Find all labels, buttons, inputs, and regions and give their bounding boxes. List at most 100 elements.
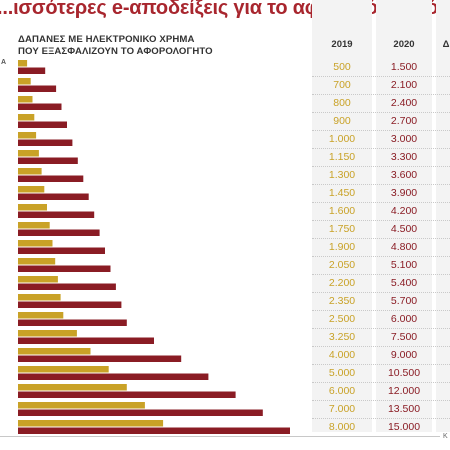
row-separator xyxy=(312,418,450,419)
bar-2019-14 xyxy=(18,294,61,301)
value-2019-16: 3.250 xyxy=(328,331,356,343)
bar-2020-1 xyxy=(18,67,46,74)
bar-2019-8 xyxy=(18,186,45,193)
bar-2020-7 xyxy=(18,175,84,182)
value-2020-9: 4.200 xyxy=(390,205,418,217)
bar-2019-17 xyxy=(18,348,91,355)
column-header-2019: 2019 xyxy=(331,39,353,50)
bar-2020-3 xyxy=(18,103,62,110)
value-2019-6: 1.150 xyxy=(328,151,356,163)
value-2020-6: 3.300 xyxy=(390,151,418,163)
bar-2019-16 xyxy=(18,330,77,337)
footer-rule xyxy=(0,436,440,437)
bar-2020-11 xyxy=(18,247,105,254)
column-bg-3 xyxy=(436,0,450,432)
edge-letter: Α xyxy=(1,59,7,66)
bar-2019-4 xyxy=(18,114,35,121)
value-2019-9: 1.600 xyxy=(328,205,356,217)
value-2020-16: 7.500 xyxy=(390,331,418,343)
column-header-3: Δ xyxy=(442,39,450,50)
value-2020-13: 5.400 xyxy=(390,277,418,289)
value-2019-14: 2.350 xyxy=(328,295,356,307)
value-2019-3: 800 xyxy=(333,97,351,109)
bar-2020-2 xyxy=(18,85,57,92)
bar-2019-15 xyxy=(18,312,64,319)
row-separator xyxy=(312,238,450,239)
bar-2019-11 xyxy=(18,240,53,247)
value-2020-2: 2.100 xyxy=(390,79,418,91)
bar-2020-4 xyxy=(18,121,67,128)
bar-2019-7 xyxy=(18,168,42,175)
bar-2019-10 xyxy=(18,222,50,229)
value-2020-18: 10.500 xyxy=(387,367,421,379)
value-2019-13: 2.200 xyxy=(328,277,356,289)
value-2020-15: 6.000 xyxy=(390,313,418,325)
value-2019-19: 6.000 xyxy=(328,385,356,397)
value-2019-2: 700 xyxy=(333,79,351,91)
value-2019-8: 1.450 xyxy=(328,187,356,199)
value-2020-4: 2.700 xyxy=(390,115,418,127)
bar-2019-1 xyxy=(18,60,28,67)
row-separator xyxy=(312,310,450,311)
bar-2020-15 xyxy=(18,319,127,326)
value-2020-19: 12.000 xyxy=(387,385,421,397)
value-2019-21: 8.000 xyxy=(328,421,356,433)
value-2020-20: 13.500 xyxy=(387,403,421,415)
value-2020-14: 5.700 xyxy=(390,295,418,307)
bar-2019-6 xyxy=(18,150,39,157)
bar-2019-21 xyxy=(18,420,164,427)
bar-2019-19 xyxy=(18,384,127,391)
value-2020-21: 15.000 xyxy=(387,421,421,433)
row-separator xyxy=(312,184,450,185)
column-bg-2019 xyxy=(312,0,372,432)
row-separator xyxy=(312,112,450,113)
bar-2020-17 xyxy=(18,355,182,362)
value-2019-12: 2.050 xyxy=(328,259,356,271)
bar-2019-20 xyxy=(18,402,145,409)
value-2020-7: 3.600 xyxy=(390,169,418,181)
bar-2020-8 xyxy=(18,193,89,200)
bar-2020-21 xyxy=(18,427,290,434)
value-2019-4: 900 xyxy=(333,115,351,127)
value-2020-1: 1.500 xyxy=(390,61,418,73)
bar-2019-18 xyxy=(18,366,109,373)
subtitle-line-2: ΠΟΥ ΕΞΑΣΦΑΛΙΖΟΥΝ ΤΟ ΑΦΟΡΟΛΟΓΗΤΟ xyxy=(18,45,213,57)
bar-2020-18 xyxy=(18,373,209,380)
value-2019-11: 1.900 xyxy=(328,241,356,253)
footer-mark: Κ xyxy=(443,433,448,440)
bar-2019-3 xyxy=(18,96,33,103)
column-bg-2020 xyxy=(376,0,432,432)
value-2019-1: 500 xyxy=(333,61,351,73)
row-separator xyxy=(312,364,450,365)
value-2019-15: 2.500 xyxy=(328,313,356,325)
row-separator xyxy=(312,202,450,203)
bar-2020-5 xyxy=(18,139,73,146)
bar-2019-9 xyxy=(18,204,47,211)
row-separator xyxy=(312,94,450,95)
value-2020-11: 4.800 xyxy=(390,241,418,253)
value-2020-17: 9.000 xyxy=(390,349,418,361)
bar-2019-5 xyxy=(18,132,37,139)
row-separator xyxy=(312,292,450,293)
row-separator xyxy=(312,130,450,131)
row-separator xyxy=(312,382,450,383)
bar-2020-20 xyxy=(18,409,263,416)
bar-2020-16 xyxy=(18,337,154,344)
value-2020-12: 5.100 xyxy=(390,259,418,271)
bar-2020-9 xyxy=(18,211,95,218)
row-separator xyxy=(312,76,450,77)
bar-2020-13 xyxy=(18,283,116,290)
bar-2020-10 xyxy=(18,229,100,236)
value-2019-20: 7.000 xyxy=(328,403,356,415)
column-header-2020: 2020 xyxy=(393,39,415,50)
row-separator xyxy=(312,256,450,257)
row-separator xyxy=(312,346,450,347)
value-2019-7: 1.300 xyxy=(328,169,356,181)
value-2019-17: 4.000 xyxy=(328,349,356,361)
bar-2019-12 xyxy=(18,258,56,265)
value-2019-5: 1.000 xyxy=(328,133,356,145)
bar-2020-19 xyxy=(18,391,236,398)
value-2020-8: 3.900 xyxy=(390,187,418,199)
value-2019-10: 1.750 xyxy=(328,223,356,235)
row-separator xyxy=(312,220,450,221)
